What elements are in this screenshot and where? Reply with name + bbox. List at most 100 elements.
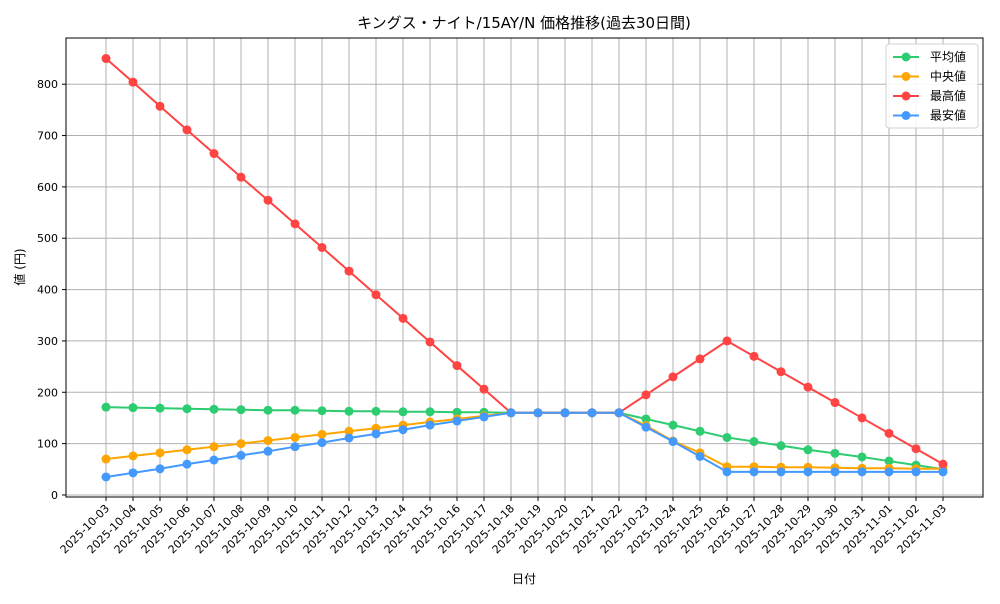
data-point bbox=[884, 456, 894, 466]
data-point bbox=[749, 467, 759, 477]
data-point bbox=[155, 403, 165, 413]
data-point bbox=[317, 429, 327, 439]
data-point bbox=[128, 403, 138, 413]
data-point bbox=[668, 437, 678, 447]
legend-marker bbox=[901, 111, 911, 120]
data-point bbox=[776, 367, 786, 377]
legend-box bbox=[885, 43, 979, 129]
data-point bbox=[155, 101, 165, 111]
data-point bbox=[344, 433, 354, 443]
series-line bbox=[105, 57, 944, 466]
legend-marker bbox=[901, 91, 911, 101]
y-tick-label: 800 bbox=[37, 78, 58, 91]
data-point bbox=[209, 149, 219, 159]
data-point bbox=[371, 290, 381, 300]
data-point bbox=[884, 467, 894, 477]
data-point bbox=[452, 361, 462, 371]
data-point bbox=[830, 448, 840, 458]
data-point bbox=[803, 467, 813, 477]
y-tick-label: 400 bbox=[37, 284, 58, 297]
data-point bbox=[290, 405, 300, 415]
data-point bbox=[452, 407, 462, 417]
data-point bbox=[209, 442, 219, 452]
legend-marker bbox=[901, 72, 911, 81]
data-point bbox=[722, 467, 732, 477]
legend-label: 中央値 bbox=[930, 69, 966, 84]
data-point bbox=[236, 405, 246, 415]
data-point bbox=[641, 390, 651, 400]
data-point bbox=[776, 441, 786, 451]
data-point bbox=[911, 444, 921, 454]
y-tick-label: 100 bbox=[37, 438, 58, 451]
data-point bbox=[209, 455, 219, 465]
data-point bbox=[290, 442, 300, 452]
data-point bbox=[236, 172, 246, 182]
data-point bbox=[371, 406, 381, 416]
data-point bbox=[803, 382, 813, 392]
data-point bbox=[317, 406, 327, 416]
data-point bbox=[749, 437, 759, 447]
chart-title: キングス・ナイト/15AY/N 価格推移(過去30日間) bbox=[357, 14, 691, 32]
data-point bbox=[263, 195, 273, 205]
data-point bbox=[857, 452, 867, 462]
data-point bbox=[155, 464, 165, 474]
data-point bbox=[587, 408, 597, 418]
data-point bbox=[101, 402, 111, 412]
data-point bbox=[911, 467, 921, 477]
data-point bbox=[668, 372, 678, 382]
data-point bbox=[425, 407, 435, 417]
data-point bbox=[722, 336, 732, 346]
legend-marker bbox=[901, 52, 911, 62]
data-point bbox=[641, 422, 651, 432]
data-point bbox=[155, 448, 165, 458]
series-line bbox=[105, 411, 943, 470]
y-tick-label: 700 bbox=[37, 130, 58, 143]
data-point bbox=[830, 398, 840, 408]
data-point bbox=[317, 242, 327, 252]
data-point bbox=[263, 405, 273, 415]
legend-label: 平均値 bbox=[930, 49, 966, 64]
data-point bbox=[857, 413, 867, 423]
data-point bbox=[479, 384, 489, 394]
data-point bbox=[290, 432, 300, 442]
series-1 bbox=[101, 408, 948, 474]
data-point bbox=[209, 404, 219, 414]
data-point bbox=[182, 404, 192, 414]
data-point bbox=[344, 266, 354, 276]
data-point bbox=[722, 432, 732, 442]
data-point bbox=[344, 406, 354, 416]
data-point bbox=[128, 77, 138, 87]
data-point bbox=[803, 445, 813, 455]
series-2 bbox=[101, 54, 948, 469]
series-3 bbox=[101, 408, 948, 482]
data-point bbox=[182, 445, 192, 455]
data-point bbox=[749, 351, 759, 361]
data-point bbox=[263, 446, 273, 456]
data-point bbox=[236, 450, 246, 460]
data-point bbox=[101, 472, 111, 482]
data-point bbox=[695, 426, 705, 436]
data-point bbox=[533, 408, 543, 418]
x-axis-label: 日付 bbox=[512, 572, 536, 586]
data-point bbox=[560, 408, 570, 418]
data-point bbox=[668, 420, 678, 430]
data-point bbox=[425, 337, 435, 347]
data-point bbox=[182, 459, 192, 469]
data-point bbox=[857, 467, 867, 477]
data-point bbox=[614, 408, 624, 418]
data-point bbox=[101, 454, 111, 464]
data-point bbox=[317, 438, 327, 448]
data-point bbox=[101, 54, 111, 64]
y-tick-label: 0 bbox=[51, 489, 58, 502]
data-point bbox=[695, 451, 705, 461]
legend-label: 最高値 bbox=[930, 88, 966, 103]
data-point bbox=[830, 467, 840, 477]
data-point bbox=[398, 425, 408, 435]
data-point bbox=[398, 407, 408, 417]
data-point bbox=[128, 451, 138, 461]
data-point bbox=[776, 467, 786, 477]
data-point bbox=[479, 412, 489, 422]
y-tick-label: 200 bbox=[37, 386, 58, 399]
data-point bbox=[938, 467, 948, 477]
